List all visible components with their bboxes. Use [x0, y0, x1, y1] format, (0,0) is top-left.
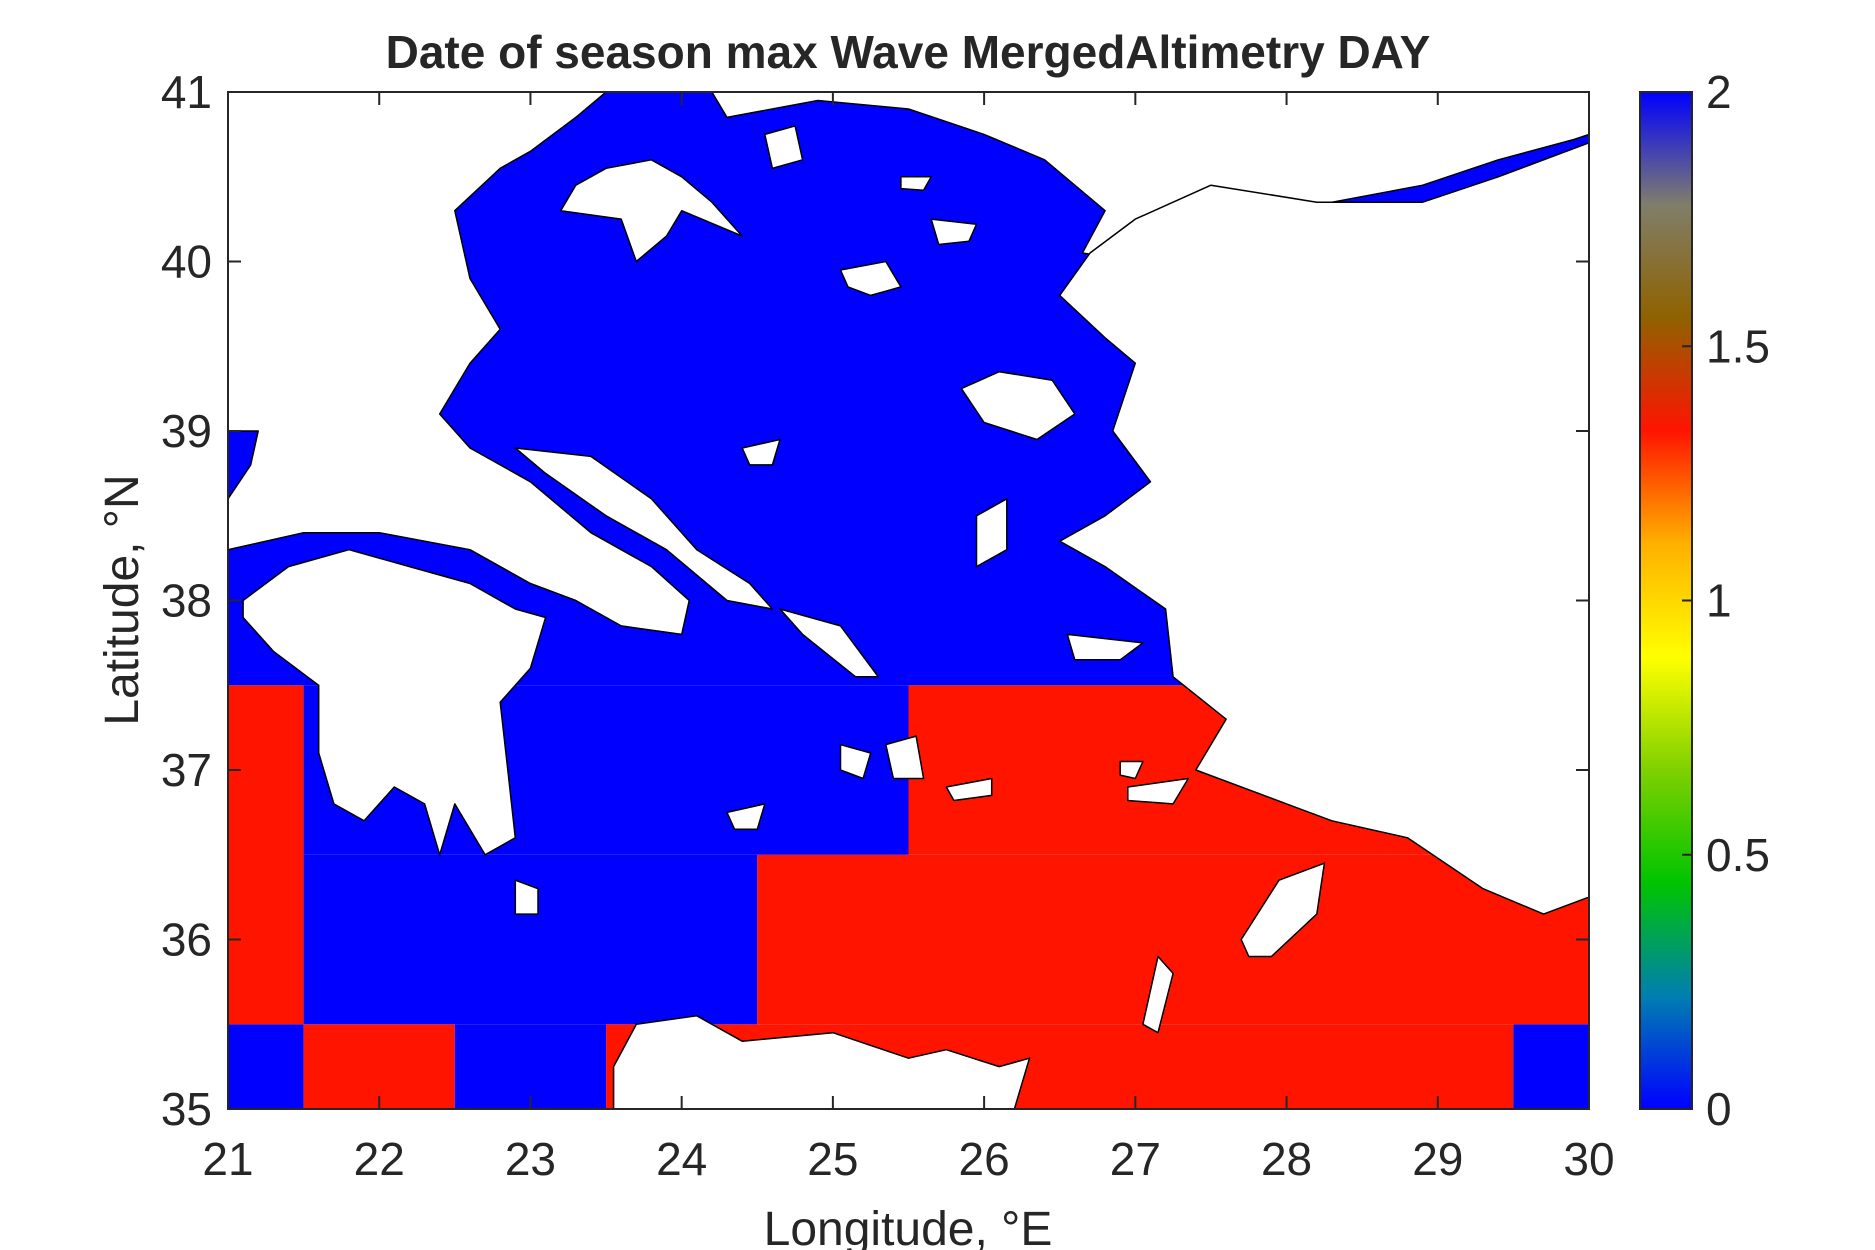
- y-tick-label: 37: [161, 744, 212, 796]
- y-tick-label: 40: [161, 236, 212, 288]
- x-tick-label: 28: [1261, 1133, 1312, 1185]
- peloponnese-land: [242, 548, 547, 856]
- amorgos-land: [945, 777, 993, 802]
- samos-land: [1066, 633, 1144, 661]
- x-tick-label: 27: [1110, 1133, 1161, 1185]
- colorbar-tick-label: 0.5: [1706, 829, 1770, 881]
- kythira-land: [514, 879, 539, 915]
- imbros-land: [930, 218, 978, 246]
- heatmap-cell: [228, 1024, 304, 1109]
- kalymnos-land: [1119, 760, 1144, 780]
- colorbar-tick-label: 2: [1706, 66, 1732, 118]
- colorbar: 0 0.5 1 1.5 2: [1639, 66, 1770, 1135]
- anatolia-land: [1058, 142, 1590, 915]
- y-tick-label: 39: [161, 405, 212, 457]
- heatmap-cell: [303, 1024, 455, 1109]
- chalkidiki-land: [559, 159, 743, 263]
- naxos-land: [885, 735, 925, 780]
- x-axis: 21 22 23 24 25 26 27 28 29 30: [202, 92, 1615, 1185]
- chart-title: Date of season max Wave MergedAltimetry …: [386, 26, 1431, 78]
- y-axis: 35 36 37 38 39 40 41: [161, 66, 1589, 1135]
- map-layer: [227, 91, 1590, 1110]
- karpathos-land: [1142, 955, 1174, 1034]
- andros-tinos-land: [779, 608, 880, 678]
- rhodes-land: [1240, 862, 1326, 958]
- colorbar-tick-label: 1: [1706, 575, 1732, 627]
- heatmap-cell: [454, 1024, 607, 1109]
- y-tick-label: 41: [161, 66, 212, 118]
- y-axis-label: Latitude, °N: [96, 474, 149, 725]
- x-tick-label: 30: [1563, 1133, 1614, 1185]
- samothraki-land: [900, 176, 932, 192]
- lesvos-land: [960, 370, 1076, 441]
- kos-land: [1127, 777, 1190, 805]
- x-tick-label: 26: [959, 1133, 1010, 1185]
- colorbar-tick-label: 1.5: [1706, 320, 1770, 372]
- heatmap-cell: [757, 854, 1589, 1025]
- x-tick-label: 21: [202, 1133, 253, 1185]
- y-tick-label: 36: [161, 914, 212, 966]
- x-tick-label: 24: [656, 1133, 707, 1185]
- y-tick-label: 35: [161, 1083, 212, 1135]
- milos-land: [726, 803, 766, 831]
- paros-land: [839, 743, 872, 780]
- y-tick-label: 38: [161, 575, 212, 627]
- skyros-land: [741, 438, 781, 466]
- limnos-land: [839, 260, 902, 297]
- euboea-land: [514, 447, 774, 610]
- x-tick-label: 23: [505, 1133, 556, 1185]
- chios-land: [975, 498, 1008, 568]
- heatmap-cell: [1513, 1024, 1589, 1109]
- x-axis-label: Longitude, °E: [764, 1203, 1053, 1250]
- x-tick-label: 25: [807, 1133, 858, 1185]
- x-tick-label: 29: [1412, 1133, 1463, 1185]
- x-tick-label: 22: [354, 1133, 405, 1185]
- thasos-land: [764, 125, 804, 170]
- heatmap-cell: [303, 854, 758, 1025]
- colorbar-tick-label: 0: [1706, 1083, 1732, 1135]
- heatmap-cell: [228, 685, 304, 1025]
